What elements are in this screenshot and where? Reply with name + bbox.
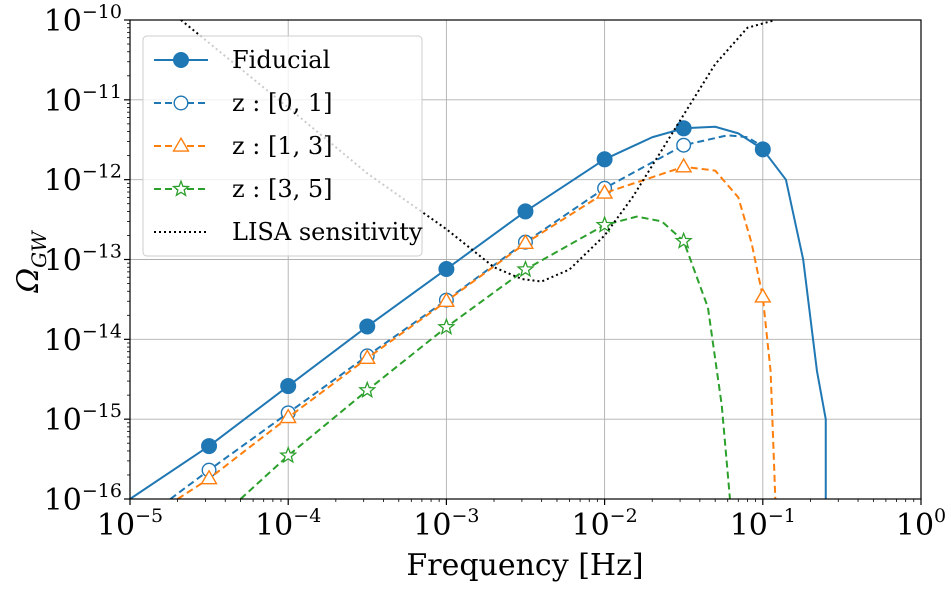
x-tick-label: 10−3 — [413, 505, 479, 543]
x-tick-label: 10−1 — [730, 505, 796, 543]
data-point — [437, 317, 456, 335]
data-point — [754, 141, 771, 158]
series-0 — [130, 120, 827, 499]
legend-item: Fiducial — [154, 46, 330, 74]
legend: Fiducial z : [0, 1] z : [1, 3] z : [3, 5] LI… — [142, 35, 423, 257]
legend-marker — [172, 136, 190, 152]
x-tick-labels: 10−5 10−4 10−3 10−2 10−1 100 — [97, 505, 946, 543]
y-tick-label: 10−10 — [44, 1, 122, 39]
data-point — [516, 234, 535, 249]
y-tick-label: 10−13 — [44, 241, 122, 279]
data-point — [675, 157, 693, 173]
legend-label: z : [3, 5] — [232, 175, 333, 203]
x-tick-label: 10−2 — [571, 505, 637, 543]
legend-item: LISA sensitivity — [154, 218, 423, 246]
y-axis-subscript: GW — [27, 230, 51, 268]
data-point — [200, 469, 218, 485]
data-point — [596, 151, 613, 168]
data-point — [438, 261, 455, 278]
legend-items: Fiducial z : [0, 1] z : [1, 3] z : [3, 5] LI… — [154, 46, 423, 246]
legend-item: z : [0, 1] — [154, 89, 333, 117]
legend-marker — [171, 179, 191, 197]
data-point — [437, 292, 456, 308]
y-axis-symbol: Ω — [11, 268, 46, 294]
legend-marker — [173, 52, 189, 68]
data-point — [359, 318, 376, 335]
legend-label: Fiducial — [232, 46, 330, 74]
x-axis-label: Frequency [Hz] — [406, 548, 643, 583]
legend-label: z : [1, 3] — [232, 132, 333, 160]
data-point — [201, 438, 218, 455]
series-layer — [130, 20, 827, 499]
legend-label: z : [0, 1] — [232, 89, 333, 117]
y-tick-labels: 10−16 10−15 10−14 10−13 10−12 10−11 10−10 — [44, 1, 122, 518]
data-point — [595, 183, 614, 199]
y-tick-label: 10−14 — [44, 320, 122, 358]
y-axis-label: ΩGW — [11, 230, 51, 294]
data-point — [358, 380, 377, 399]
x-tick-label: 10−4 — [255, 505, 321, 543]
data-point — [516, 259, 535, 278]
series-3 — [239, 215, 731, 499]
y-tick-label: 10−16 — [44, 480, 122, 518]
legend-item: z : [3, 5] — [154, 175, 333, 203]
data-point — [279, 445, 298, 464]
legend-label: LISA sensitivity — [232, 218, 423, 246]
data-point — [595, 215, 614, 233]
series-line — [169, 134, 764, 499]
y-tick-label: 10−15 — [44, 400, 122, 438]
data-point — [674, 231, 693, 249]
data-point — [517, 203, 534, 220]
legend-box — [142, 35, 423, 257]
legend-item: z : [1, 3] — [154, 132, 333, 160]
y-tick-label: 10−11 — [44, 81, 122, 119]
data-point — [754, 287, 772, 303]
data-point — [676, 137, 692, 153]
tick-marks — [124, 19, 922, 505]
data-point — [675, 120, 692, 137]
data-point — [279, 408, 297, 424]
data-point — [358, 349, 376, 364]
legend-marker — [173, 95, 189, 111]
data-point — [280, 378, 297, 395]
series-line — [239, 215, 731, 499]
y-tick-label: 10−12 — [44, 161, 122, 199]
x-tick-label: 100 — [896, 505, 946, 543]
x-tick-label: 10−5 — [97, 505, 163, 543]
